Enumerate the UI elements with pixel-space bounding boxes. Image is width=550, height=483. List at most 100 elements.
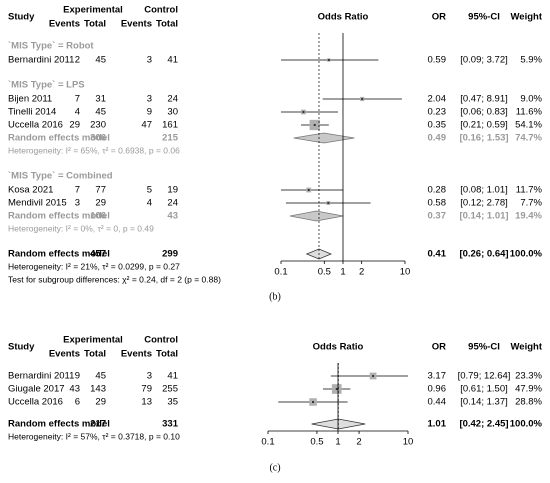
- text-cell: 106: [90, 211, 106, 222]
- x-tick-label: 0.1: [274, 267, 287, 278]
- text-cell: 161: [162, 120, 178, 131]
- text-cell: 3: [147, 94, 152, 105]
- text-cell: 2: [75, 55, 80, 66]
- text-cell: 0.96: [428, 384, 447, 395]
- text-cell: Mendivil 2015: [8, 198, 67, 209]
- text-cell: 45: [95, 107, 106, 118]
- text-cell: Random effects model: [8, 133, 110, 144]
- text-cell: 9.0%: [520, 94, 542, 105]
- study-point: [327, 202, 330, 204]
- text-cell: 43: [167, 211, 178, 222]
- x-tick-label: 10: [403, 437, 414, 448]
- study-point: [361, 98, 364, 100]
- text-cell: Events: [121, 349, 152, 360]
- text-cell: 24: [167, 198, 178, 209]
- text-cell: 4: [75, 107, 80, 118]
- text-cell: 11.6%: [516, 107, 543, 118]
- text-cell: 19.4%: [515, 211, 542, 222]
- text-cell: [0.42; 2.45]: [459, 419, 508, 430]
- text-cell: [0.14; 1.01]: [459, 211, 508, 222]
- x-tick-label: 10: [400, 267, 411, 278]
- text-cell: Study: [8, 12, 35, 23]
- text-cell: Total: [84, 349, 106, 360]
- text-cell: `MIS Type` = Combined: [8, 171, 113, 182]
- text-cell: 4: [147, 198, 152, 209]
- text-cell: 143: [90, 384, 106, 395]
- text-cell: Heterogeneity: I² = 65%, τ² = 0.6938, p …: [8, 145, 180, 155]
- text-cell: Total: [84, 19, 106, 30]
- study-point: [335, 388, 338, 390]
- text-cell: 28.8%: [515, 397, 542, 408]
- text-cell: [0.14; 1.37]: [460, 397, 508, 408]
- text-cell: Test for subgroup differences: χ² = 0.24…: [8, 274, 221, 284]
- text-cell: Heterogeneity: I² = 21%, τ² = 0.0299, p …: [8, 261, 180, 271]
- text-cell: Odds Ratio: [313, 342, 364, 353]
- text-cell: Bernardini 2011: [8, 55, 74, 66]
- text-cell: 7.7%: [520, 198, 542, 209]
- text-cell: 9: [75, 371, 80, 382]
- x-tick-label: 1: [340, 267, 345, 278]
- text-cell: [0.47; 8.91]: [460, 94, 508, 105]
- text-cell: [0.16; 1.53]: [459, 133, 508, 144]
- text-cell: 306: [90, 133, 106, 144]
- text-cell: 0.23: [428, 107, 447, 118]
- study-point: [327, 59, 330, 61]
- text-cell: 30: [167, 107, 178, 118]
- study-point: [313, 124, 316, 126]
- text-cell: 31: [95, 94, 106, 105]
- x-tick-label: 2: [359, 267, 364, 278]
- text-cell: Events: [121, 19, 152, 30]
- text-cell: 3: [147, 371, 152, 382]
- x-tick-label: 1: [335, 437, 340, 448]
- text-cell: 74.7%: [515, 133, 542, 144]
- text-cell: 45: [95, 55, 106, 66]
- text-cell: OR: [432, 12, 446, 23]
- text-cell: 299: [162, 249, 178, 260]
- text-cell: Weight: [511, 342, 543, 353]
- text-cell: [0.79; 12.64]: [458, 371, 511, 382]
- text-cell: 100.0%: [510, 249, 543, 260]
- text-cell: Tinelli 2014: [8, 107, 56, 118]
- text-cell: Control: [144, 335, 178, 346]
- text-cell: 3: [75, 198, 80, 209]
- text-cell: [0.61; 1.50]: [460, 384, 508, 395]
- x-tick-label: 2: [356, 437, 361, 448]
- text-cell: [0.12; 2.78]: [460, 198, 508, 209]
- text-cell: 41: [167, 55, 178, 66]
- text-cell: Control: [144, 5, 178, 16]
- text-cell: Heterogeneity: I² = 57%, τ² = 0.3718, p …: [8, 431, 180, 441]
- text-cell: 2.04: [428, 94, 447, 105]
- text-cell: 7: [75, 185, 80, 196]
- text-cell: 9: [147, 107, 152, 118]
- text-cell: [0.21; 0.59]: [460, 120, 508, 131]
- text-cell: 0.58: [428, 198, 447, 209]
- text-cell: Bernardini 2011: [8, 371, 74, 382]
- text-cell: [0.26; 0.64]: [459, 249, 508, 260]
- x-tick-label: 0.1: [261, 437, 274, 448]
- text-cell: OR: [432, 342, 446, 353]
- text-cell: `MIS Type` = LPS: [8, 80, 85, 91]
- text-cell: 43: [69, 384, 80, 395]
- text-cell: 54.1%: [515, 120, 542, 131]
- pooled-diamond: [293, 132, 355, 144]
- text-cell: 77: [95, 185, 106, 196]
- text-cell: Giugale 2017: [8, 384, 65, 395]
- text-cell: 100.0%: [510, 419, 543, 430]
- text-cell: 0.49: [428, 133, 447, 144]
- text-cell: 35: [167, 397, 178, 408]
- text-cell: 5: [147, 185, 152, 196]
- text-cell: 24: [167, 94, 178, 105]
- text-cell: Events: [49, 349, 80, 360]
- text-cell: Random effects model: [8, 211, 110, 222]
- text-cell: Total: [156, 349, 178, 360]
- text-cell: 95%-CI: [468, 342, 500, 353]
- study-point: [307, 189, 310, 191]
- text-cell: 23.3%: [515, 371, 542, 382]
- text-cell: 47: [141, 120, 152, 131]
- text-cell: [0.08; 1.01]: [460, 185, 508, 196]
- text-cell: Study: [8, 342, 35, 353]
- text-cell: Weight: [511, 12, 543, 23]
- text-cell: 217: [90, 419, 106, 430]
